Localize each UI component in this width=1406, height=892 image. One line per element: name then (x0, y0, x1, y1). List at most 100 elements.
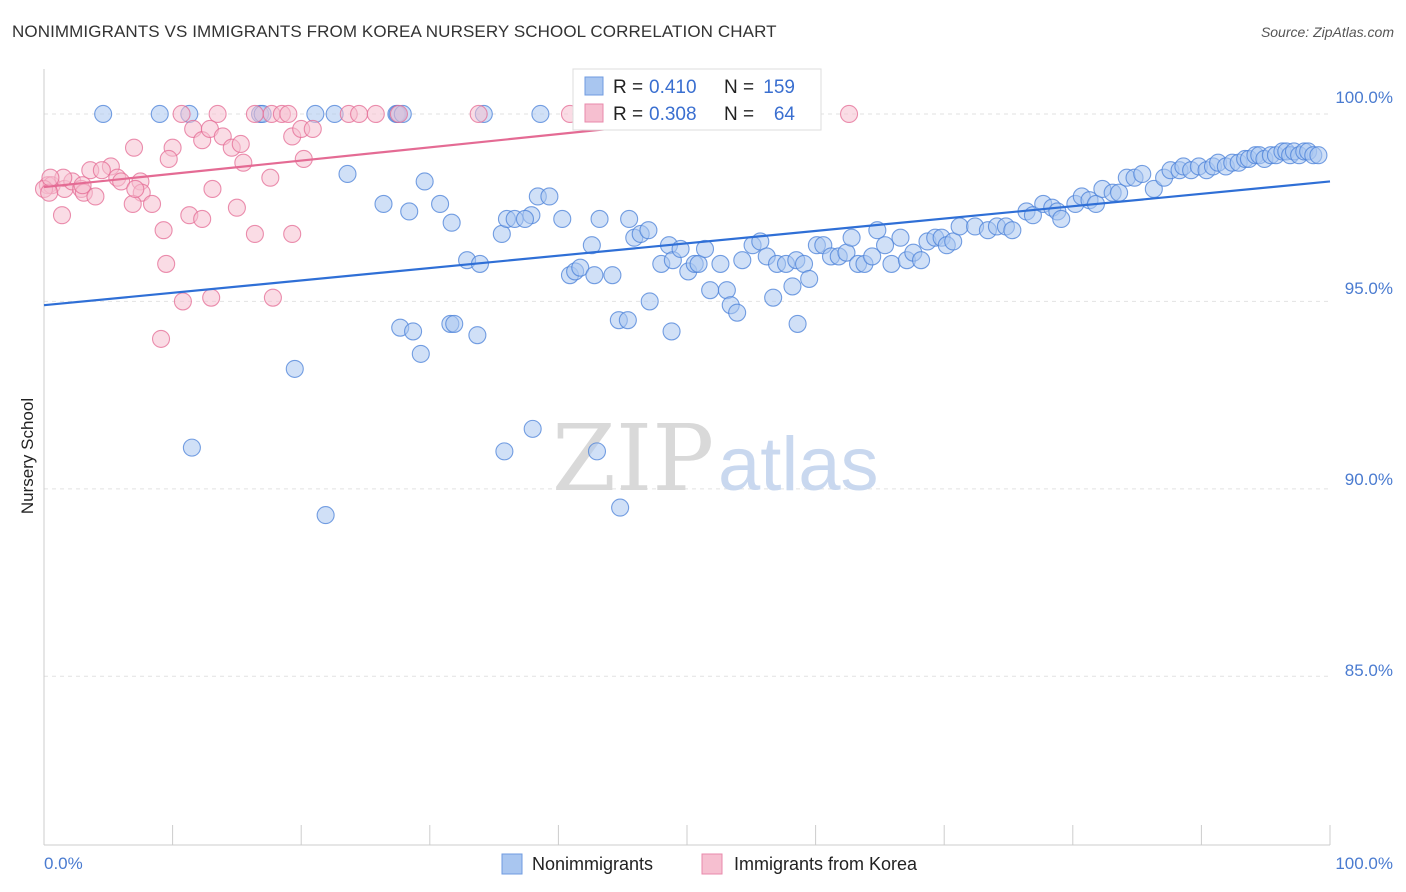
legend-swatch-nonimmigrants (501, 853, 523, 875)
nonimmigrants-point-76 (882, 254, 901, 273)
nonimmigrants-point-53 (728, 303, 747, 322)
korea-point-2 (245, 104, 264, 124)
korea-point-26 (203, 179, 222, 199)
korea-point-49 (193, 209, 212, 229)
korea-point-34 (92, 161, 111, 180)
legend-label-korea: Immigrants from Korea (734, 854, 918, 874)
korea-point-59 (126, 179, 145, 199)
korea-point-61 (157, 254, 176, 273)
nonimmigrants-point-77 (891, 228, 910, 247)
korea-point-5 (279, 104, 298, 124)
nonimmigrants-point-138 (404, 322, 423, 341)
nonimmigrants-point-54 (733, 251, 752, 270)
stats-n-value-korea: 64 (774, 104, 796, 125)
korea-point-51 (142, 194, 162, 214)
nonimmigrants-point-40 (640, 292, 659, 311)
legend-label-nonimmigrants: Nonimmigrants (532, 854, 653, 874)
stats-r-value-nonimmigrants: 0.410 (649, 77, 697, 98)
stats-n-value-nonimmigrants: 159 (763, 77, 795, 98)
nonimmigrants-point-36 (620, 209, 639, 229)
stats-r-label-1: R = (613, 104, 643, 125)
nonimmigrants-point-16 (415, 172, 434, 191)
x-axis-ticks (43, 825, 1331, 845)
korea-point-50 (123, 194, 142, 214)
korea-point-58 (73, 176, 92, 195)
stats-legend-box (572, 68, 822, 131)
nonimmigrants-point-21 (492, 224, 511, 243)
nonimmigrants-point-64 (800, 269, 819, 288)
nonimmigrants-point-140 (445, 314, 464, 333)
stats-n-label-1: N = (724, 104, 754, 125)
nonimmigrants-point-73 (863, 247, 882, 266)
nonimmigrants-point-58 (764, 288, 783, 307)
nonimmigrants-point-15 (400, 202, 419, 221)
korea-point-8 (366, 104, 385, 124)
nonimmigrants-point-141 (468, 326, 487, 345)
nonimmigrants-points (94, 104, 1328, 525)
korea-point-60 (41, 168, 60, 187)
nonimmigrants-point-91 (1003, 221, 1022, 240)
nonimmigrants-point-80 (912, 251, 931, 270)
korea-point-29 (234, 153, 253, 172)
nonimmigrants-point-75 (875, 236, 895, 255)
y-tick-label-100: 100.0% (1335, 88, 1393, 107)
y-tick-label-95: 95.0% (1345, 279, 1393, 298)
watermark-atlas: atlas (718, 422, 879, 507)
watermark-zip: ZIP (552, 405, 714, 512)
nonimmigrants-point-48 (695, 239, 715, 258)
korea-point-1 (208, 104, 227, 124)
korea-point-22 (303, 119, 322, 139)
nonimmigrants-point-51 (717, 281, 736, 300)
nonimmigrants-point-148 (495, 442, 514, 461)
y-tick-label-85: 85.0% (1345, 661, 1393, 680)
nonimmigrants-point-47 (689, 254, 708, 273)
korea-point-64 (173, 292, 192, 311)
legend-swatch-korea (701, 853, 723, 875)
nonimmigrants-point-136 (1309, 146, 1328, 165)
watermark: ZIP atlas (552, 405, 879, 512)
stats-r-label-0: R = (613, 77, 643, 98)
chart-title: NONIMMIGRANTS VS IMMIGRANTS FROM KOREA N… (12, 22, 777, 41)
nonimmigrants-point-5 (306, 104, 325, 124)
nonimmigrants-point-85 (944, 232, 963, 251)
nonimmigrants-point-147 (182, 438, 201, 457)
korea-point-52 (52, 206, 72, 225)
nonimmigrants-point-144 (285, 359, 304, 378)
nonimmigrants-point-151 (611, 498, 630, 517)
korea-point-30 (159, 149, 178, 169)
nonimmigrants-point-153 (553, 209, 572, 229)
y-tick-labels: 100.0% 95.0% 90.0% 85.0% (1335, 88, 1393, 680)
korea-point-16 (839, 104, 859, 124)
stats-swatch-korea (584, 103, 604, 123)
chart-source: Source: ZipAtlas.com (1260, 24, 1394, 40)
korea-point-28 (124, 138, 144, 157)
nonimmigrants-point-142 (662, 322, 681, 341)
korea-point-56 (261, 168, 280, 187)
nonimmigrants-point-104 (1110, 183, 1129, 202)
nonimmigrants-point-18 (442, 213, 461, 232)
nonimmigrants-point-11 (531, 104, 550, 124)
korea-point-46 (112, 172, 131, 191)
nonimmigrants-point-70 (842, 228, 861, 247)
nonimmigrants-point-1 (150, 104, 169, 124)
bottom-legend: Nonimmigrants Immigrants from Korea (501, 853, 918, 875)
nonimmigrants-point-14 (374, 194, 393, 214)
stats-swatch-nonimmigrants (584, 76, 604, 96)
korea-point-10 (469, 104, 488, 124)
nonimmigrants-point-97 (1052, 209, 1071, 229)
nonimmigrants-point-0 (94, 104, 113, 124)
korea-point-55 (283, 224, 302, 243)
korea-point-54 (245, 224, 264, 243)
korea-point-63 (263, 288, 282, 307)
nonimmigrants-point-13 (338, 164, 357, 184)
korea-point-53 (154, 221, 173, 240)
y-axis-label: Nursery School (18, 398, 37, 514)
nonimmigrants-trend-line (43, 180, 1331, 307)
nonimmigrants-point-30 (582, 236, 601, 255)
x-tick-label-right: 100.0% (1335, 854, 1393, 873)
korea-point-65 (151, 329, 171, 348)
nonimmigrants-point-33 (603, 266, 622, 285)
gridlines (44, 113, 1330, 677)
korea-point-45 (86, 187, 105, 206)
